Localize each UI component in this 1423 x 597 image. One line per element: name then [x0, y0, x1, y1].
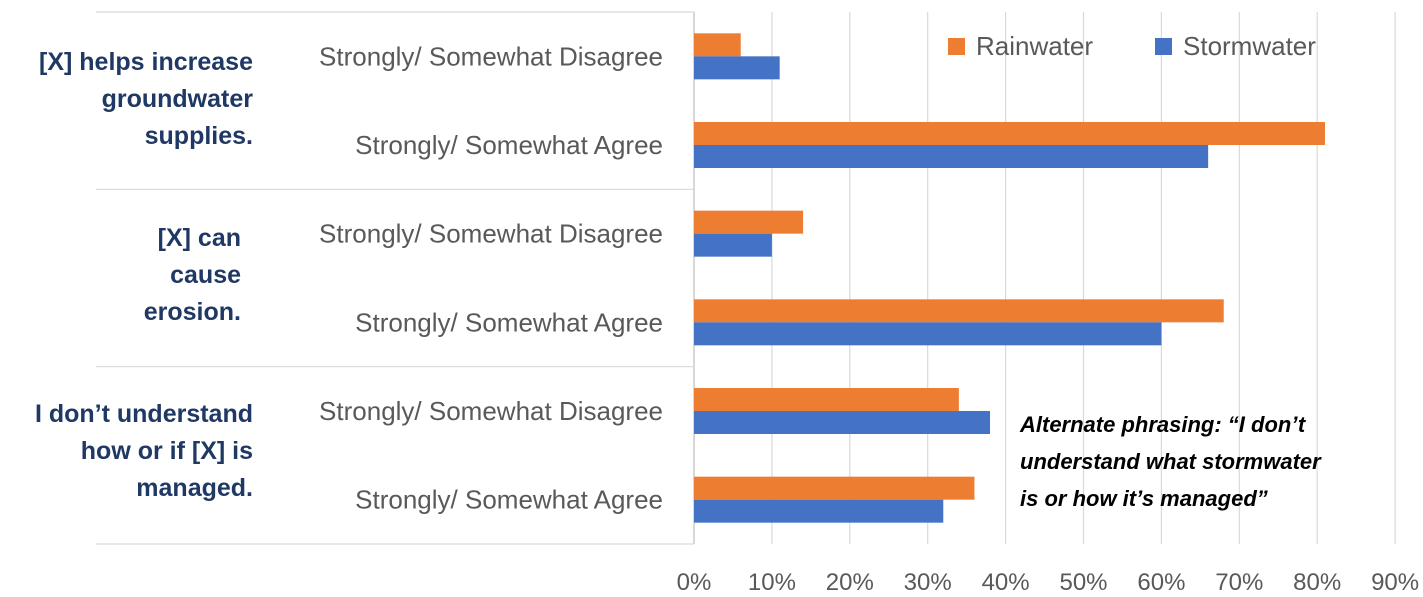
annotation: Alternate phrasing: “I don’t understand w…: [1019, 412, 1322, 511]
category-label: Strongly/ Somewhat Disagree: [319, 219, 663, 249]
group-label-line: supplies.: [145, 122, 253, 150]
category-label: Strongly/ Somewhat Disagree: [319, 41, 663, 71]
x-tick-label: 0%: [677, 569, 712, 596]
x-tick-label: 10%: [748, 569, 796, 596]
group-label-line: managed.: [136, 474, 253, 502]
group-label-line: groundwater: [102, 85, 254, 113]
group-label-line: erosion.: [144, 298, 241, 326]
legend-label: Rainwater: [976, 31, 1093, 61]
x-tick-label: 50%: [1059, 569, 1107, 596]
group-label-line: cause: [170, 261, 241, 289]
x-tick-label: 90%: [1371, 569, 1419, 596]
annotation-line: is or how it’s managed”: [1020, 486, 1268, 511]
x-tick-label: 60%: [1137, 569, 1185, 596]
x-tick-label: 40%: [982, 569, 1030, 596]
group-label-line: [X] helps increase: [39, 48, 253, 76]
bars: [694, 33, 1325, 523]
gridlines: [693, 12, 1396, 544]
x-tick-label: 80%: [1293, 569, 1341, 596]
bar-rainwater: [694, 476, 975, 500]
category-label: Strongly/ Somewhat Disagree: [319, 396, 663, 426]
bar-stormwater: [694, 145, 1209, 168]
bar-stormwater: [694, 56, 780, 80]
annotation-line: Alternate phrasing: “I don’t: [1019, 412, 1307, 437]
bar-stormwater: [694, 322, 1162, 346]
group-label-line: I don’t understand: [35, 400, 253, 428]
x-tick-label: 70%: [1215, 569, 1263, 596]
bar-rainwater: [694, 388, 959, 411]
category-label: Strongly/ Somewhat Agree: [355, 485, 663, 515]
legend-label: Stormwater: [1183, 31, 1316, 61]
bar-rainwater: [694, 299, 1224, 323]
legend-swatch-stormwater: [1155, 38, 1172, 55]
group-labels: [X] helps increase groundwater supplies. [X…: [35, 48, 253, 502]
group-label-line: how or if [X] is: [81, 437, 253, 465]
x-axis-ticks: 0% 10% 20% 30% 40% 50% 60% 70% 80% 90%: [677, 569, 1419, 596]
bar-stormwater: [694, 499, 944, 523]
group-label-line: [X] can: [158, 224, 241, 252]
bar-stormwater: [694, 233, 772, 257]
bar-rainwater: [694, 122, 1325, 145]
legend: Rainwater Stormwater: [948, 31, 1316, 61]
annotation-line: understand what stormwater: [1020, 449, 1322, 474]
category-labels: Strongly/ Somewhat Disagree Strongly/ Som…: [319, 41, 663, 514]
x-tick-label: 20%: [826, 569, 874, 596]
bar-rainwater: [694, 33, 741, 57]
bar-stormwater: [694, 411, 991, 434]
group-separators: [96, 11, 694, 545]
category-label: Strongly/ Somewhat Agree: [355, 307, 663, 337]
legend-swatch-rainwater: [948, 38, 965, 55]
bar-rainwater: [694, 210, 804, 234]
category-label: Strongly/ Somewhat Agree: [355, 130, 663, 160]
x-tick-label: 30%: [904, 569, 952, 596]
